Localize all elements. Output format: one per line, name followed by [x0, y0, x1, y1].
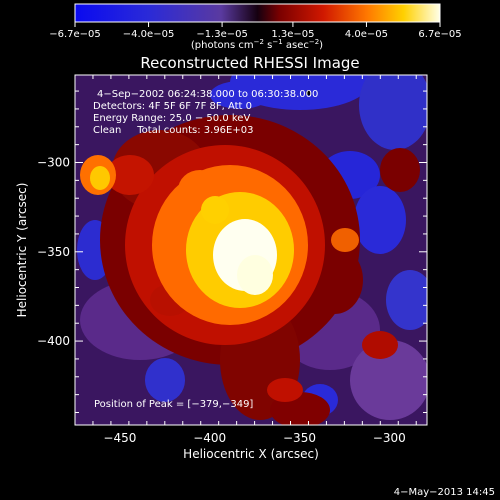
marker-dot [305, 90, 311, 96]
y-tick-label: −400 [37, 334, 70, 348]
heatmap-image [75, 75, 427, 425]
colorbar-ticks: −6.7e−05 −4.0e−05 −1.3e−05 1.3e−05 4.0e−05 6.… [49, 22, 462, 40]
axes: −450 −400 −350 −300 −300 −350 −400 [37, 75, 427, 445]
colorbar-tick-label: 1.3e−05 [271, 29, 314, 40]
colorbar-tick-label: 4.0e−05 [345, 29, 388, 40]
x-tick-label: −400 [193, 431, 226, 445]
y-axis-label: Heliocentric Y (arcsec) [15, 183, 29, 318]
x-tick-label: −450 [103, 431, 136, 445]
colorbar-units: (photons cm−2 s−1 asec−2) [191, 38, 323, 51]
x-tick-label: −350 [283, 431, 316, 445]
info-line-energy: Energy Range: 25.0 − 50.0 keV [93, 113, 250, 124]
colorbar-tick-label: 6.7e−05 [418, 29, 461, 40]
info-line-counts: Clean Total counts: 3.96E+03 [93, 125, 253, 136]
info-line-detectors: Detectors: 4F 5F 6F 7F 8F, Att 0 [93, 101, 252, 112]
footer-date: 4−May−2013 14:45 [394, 487, 495, 498]
plot-frame [74, 74, 428, 426]
colorbar [74, 3, 441, 23]
colorbar-tick-label: −6.7e−05 [49, 29, 101, 40]
colorbar-tick-label: −4.0e−05 [123, 29, 175, 40]
y-tick-label: −300 [37, 156, 70, 170]
peak-position-label: Position of Peak = [−379,−349] [94, 399, 253, 410]
x-tick-label: −300 [373, 431, 406, 445]
info-text: 4−Sep−2002 06:24:38.000 to 06:30:38.000 … [93, 89, 318, 136]
x-axis-label: Heliocentric X (arcsec) [183, 447, 319, 461]
info-line-time: 4−Sep−2002 06:24:38.000 to 06:30:38.000 [97, 89, 318, 100]
chart-title: Reconstructed RHESSI Image [140, 54, 359, 72]
colorbar-tick-label: −1.3e−05 [196, 29, 248, 40]
y-tick-label: −350 [37, 245, 70, 259]
